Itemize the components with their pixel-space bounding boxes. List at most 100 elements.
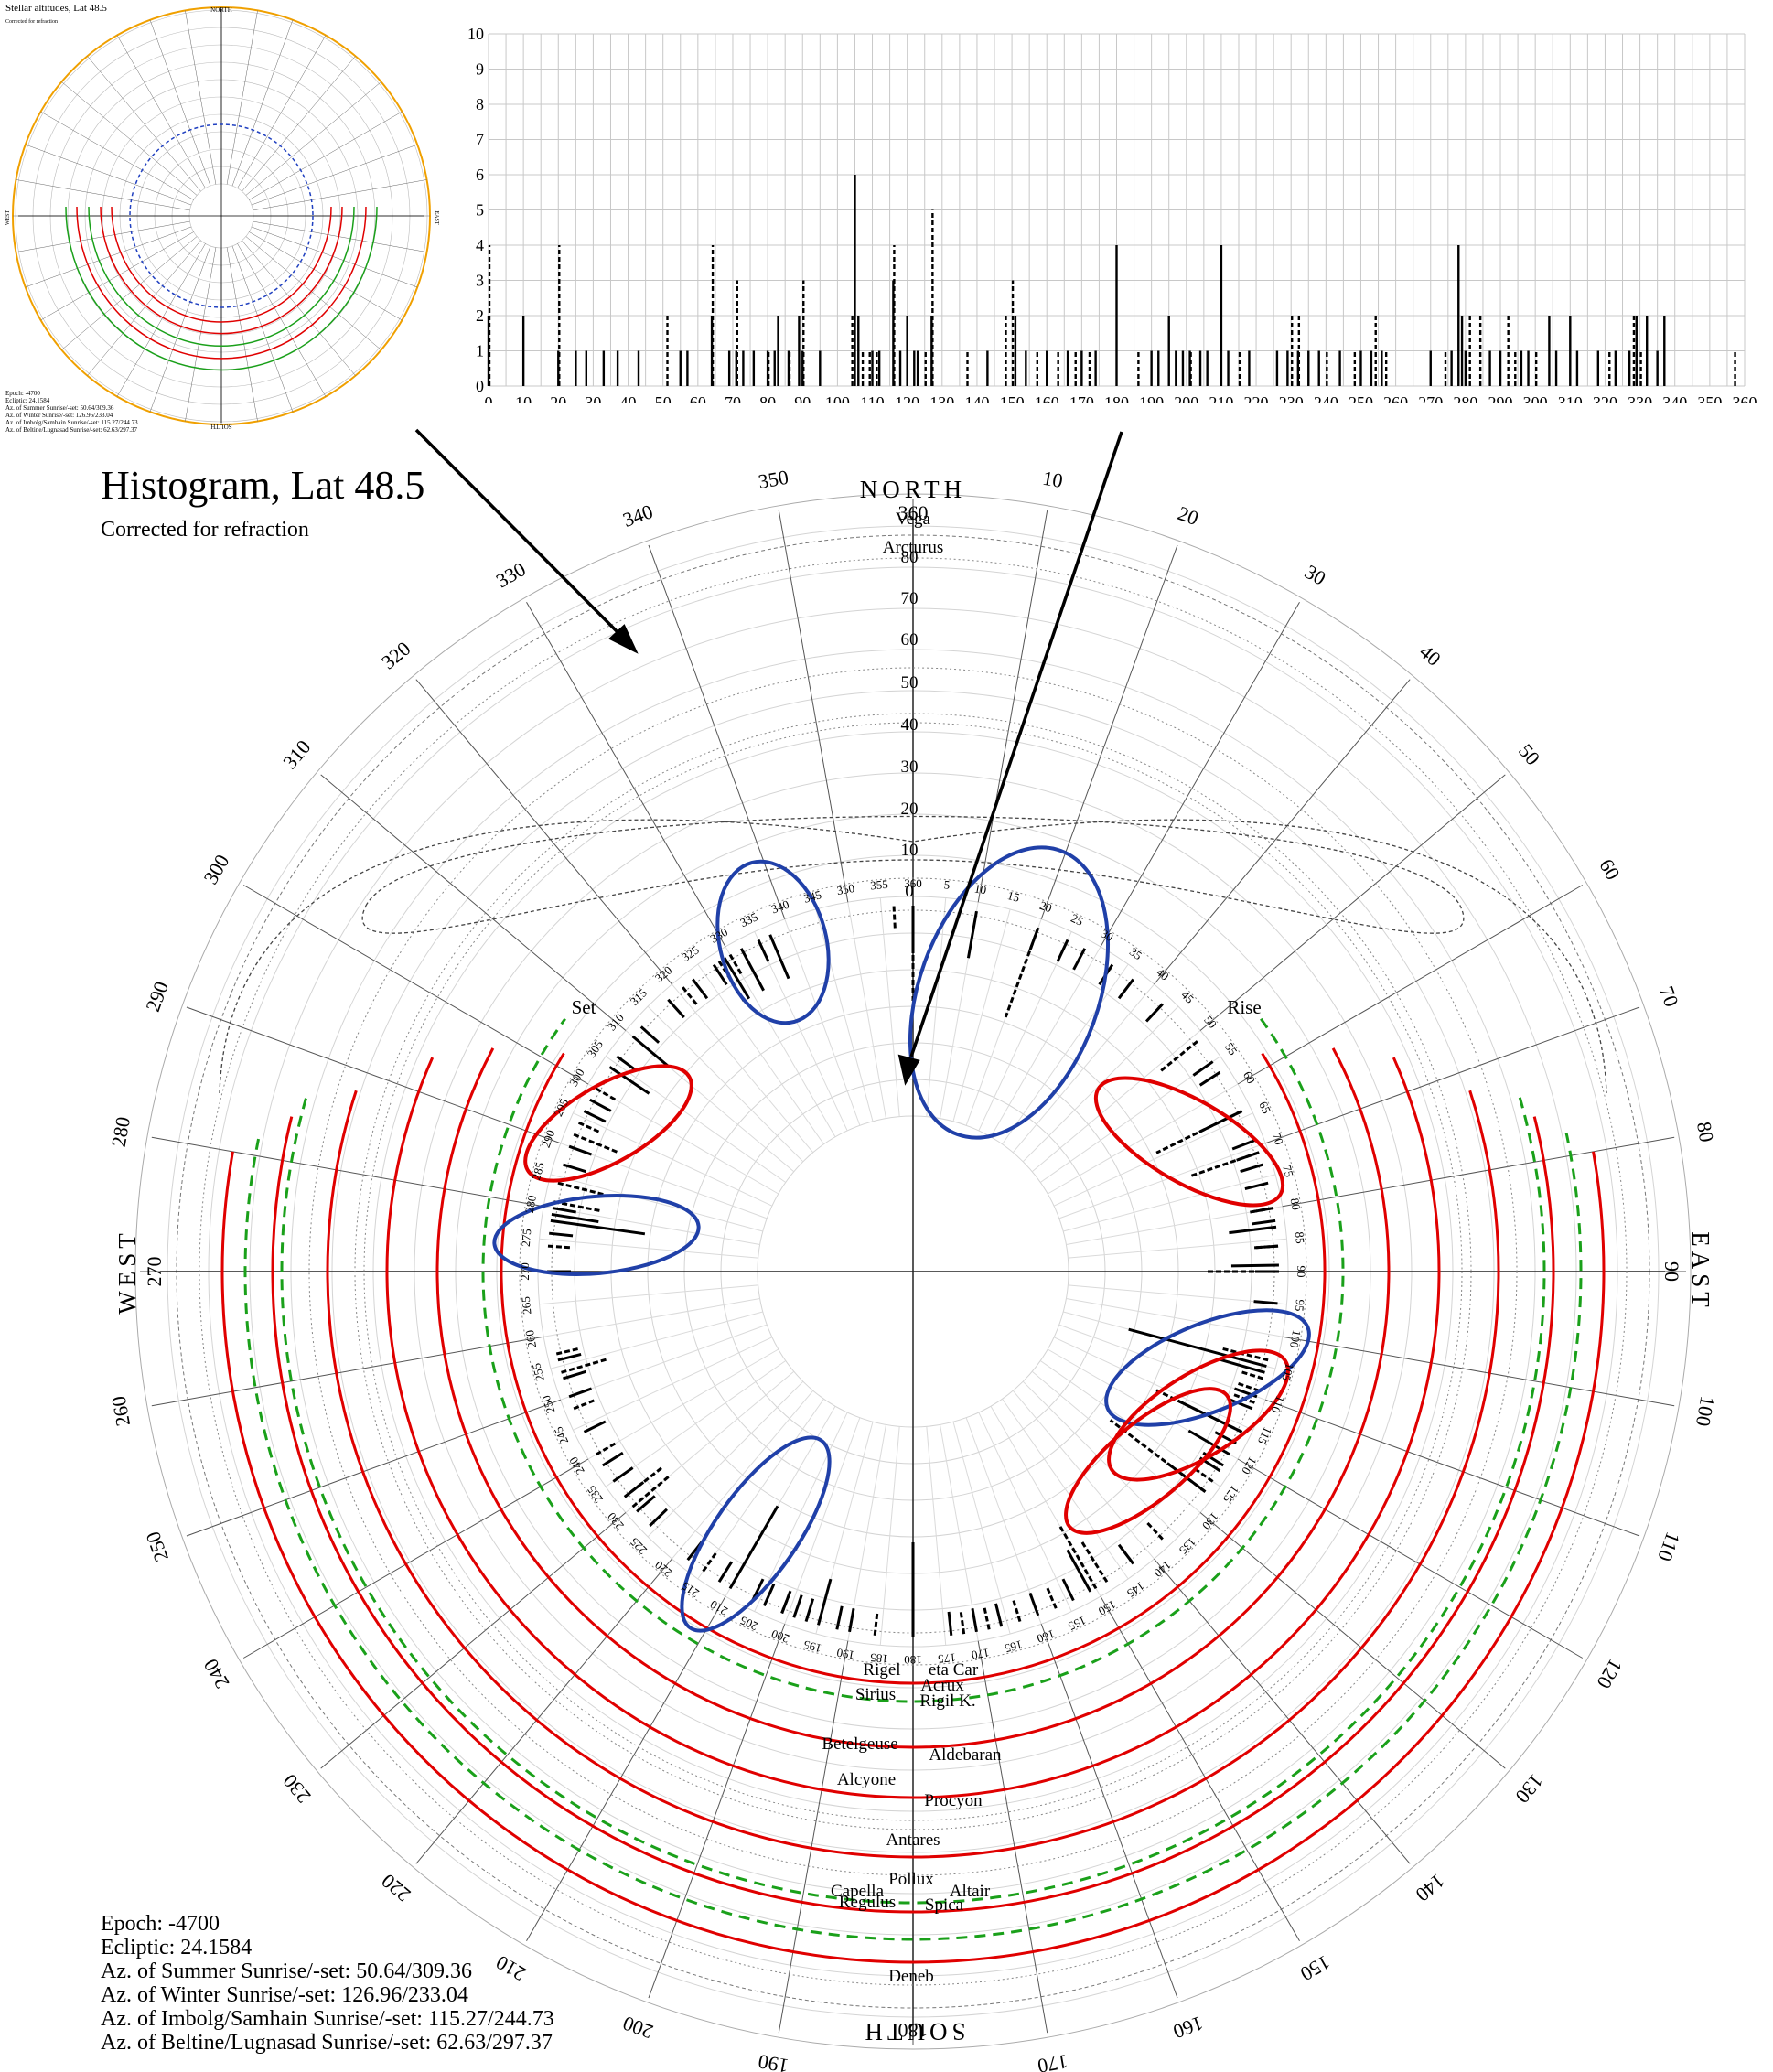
polar-bar bbox=[552, 1207, 576, 1214]
histogram-x-tick-label: 340 bbox=[1662, 393, 1687, 403]
polar-fine-radial bbox=[1068, 1238, 1287, 1259]
polar-fine-radial bbox=[1002, 1398, 1129, 1580]
polar-inner-azimuth-label: 180 bbox=[904, 1653, 922, 1667]
polar-bar bbox=[601, 1451, 624, 1467]
polar-azimuth-label: 110 bbox=[1653, 1529, 1685, 1564]
pointer-arrows bbox=[414, 428, 1123, 1086]
polar-inner-azimuth-label: 100 bbox=[1287, 1329, 1304, 1349]
polar-bar-dashed bbox=[555, 1347, 580, 1356]
polar-bar-dashed bbox=[1080, 1541, 1109, 1584]
polar-bar-dashed bbox=[1253, 1244, 1279, 1250]
altitude-label-50: 50 bbox=[901, 673, 919, 692]
polar-azimuth-label: 60 bbox=[1595, 854, 1625, 884]
altitude-label-30: 30 bbox=[901, 757, 919, 777]
polar-azimuth-line bbox=[1100, 601, 1300, 948]
polar-inner-azimuth-label: 5 bbox=[943, 877, 951, 892]
polar-fine-radial bbox=[543, 1298, 760, 1337]
polar-azimuth-label: 70 bbox=[1655, 983, 1683, 1010]
arrow-right-head bbox=[897, 1054, 920, 1086]
polar-bar bbox=[717, 1561, 734, 1584]
histogram-y-tick-label: 1 bbox=[476, 342, 484, 360]
polar-inner-azimuth-label: 30 bbox=[1099, 927, 1116, 944]
polar-azimuth-label: 50 bbox=[1514, 739, 1544, 769]
histogram-x-tick-label: 70 bbox=[725, 393, 741, 403]
histogram-x-tick-label: 320 bbox=[1593, 393, 1617, 403]
polar-bar-dashed bbox=[561, 1358, 607, 1374]
polar-bar bbox=[563, 1163, 586, 1174]
thumbnail-sun-arc bbox=[111, 206, 332, 323]
thumbnail-radial bbox=[249, 111, 403, 200]
histogram-x-tick-label: 350 bbox=[1697, 393, 1722, 403]
thumbnail-info-line: Ecliptic: 24.1584 bbox=[5, 397, 50, 404]
polar-bar bbox=[1187, 1429, 1231, 1456]
polar-inner-azimuth-label: 55 bbox=[1222, 1040, 1241, 1057]
thumbnail-south-label: SOUTH bbox=[210, 423, 231, 430]
page-title: Histogram, Lat 48.5 bbox=[101, 463, 425, 508]
thumbnail-radial bbox=[87, 240, 201, 376]
polar-bar bbox=[1192, 1060, 1214, 1077]
star-label-spica: Spica bbox=[925, 1895, 964, 1915]
polar-inner-azimuth-label: 140 bbox=[1152, 1558, 1175, 1580]
polar-inner-azimuth-label: 80 bbox=[1288, 1197, 1304, 1211]
polar-azimuth-label: 40 bbox=[1415, 640, 1445, 671]
page-subtitle: Corrected for refraction bbox=[101, 518, 309, 542]
histogram-x-tick-label: 130 bbox=[929, 393, 954, 403]
thumbnail-sun-arc bbox=[76, 206, 367, 360]
thumbnail-radial bbox=[116, 35, 206, 188]
histogram-x-tick-label: 100 bbox=[825, 393, 850, 403]
star-label-procyon: Procyon bbox=[924, 1791, 983, 1810]
info-ecliptic: Ecliptic: 24.1584 bbox=[101, 1936, 253, 1959]
thumbnail-sun-arc bbox=[65, 206, 378, 371]
info-summer-sunrise: Az. of Summer Sunrise/-set: 50.64/309.36 bbox=[101, 1959, 472, 1983]
histogram-y-tick-label: 0 bbox=[476, 377, 484, 395]
polar-fine-radial bbox=[647, 1380, 804, 1538]
histogram-x-tick-label: 40 bbox=[620, 393, 637, 403]
polar-fine-radial bbox=[543, 1206, 760, 1245]
altitude-label-80: 80 bbox=[901, 548, 919, 567]
arrow-left-head bbox=[607, 624, 639, 654]
polar-azimuth-line bbox=[186, 1399, 561, 1537]
polar-fine-radial bbox=[952, 908, 1011, 1122]
polar-inner-azimuth-label: 15 bbox=[1006, 888, 1021, 905]
polar-cluster-oval bbox=[680, 1435, 832, 1633]
thumbnail-radial bbox=[61, 236, 198, 350]
polar-fine-radial bbox=[978, 931, 1072, 1132]
histogram-x-tick-label: 140 bbox=[964, 393, 989, 403]
polar-inner-azimuth-label: 190 bbox=[835, 1646, 855, 1662]
thumbnail-radial bbox=[253, 179, 427, 211]
thumbnail-radial bbox=[251, 226, 418, 288]
polar-bar bbox=[551, 1212, 599, 1224]
polar-cluster-oval bbox=[492, 1194, 701, 1276]
polar-azimuth-line bbox=[648, 544, 786, 919]
polar-bar-dashed bbox=[873, 1611, 879, 1636]
polar-bar bbox=[966, 910, 978, 959]
info-beltine-sunrise: Az. of Beltine/Lugnasad Sunrise/-set: 62… bbox=[101, 2031, 553, 2055]
polar-bar bbox=[792, 1594, 803, 1618]
thumbnail-radial bbox=[253, 220, 427, 252]
polar-inner-azimuth-label: 230 bbox=[605, 1510, 627, 1533]
thumbnail-radial bbox=[237, 243, 327, 397]
polar-azimuth-label: 330 bbox=[492, 557, 530, 592]
polar-azimuth-label: 100 bbox=[1692, 1394, 1719, 1428]
histogram-x-tick-label: 360 bbox=[1733, 393, 1757, 403]
histogram-y-tick-label: 5 bbox=[476, 201, 484, 220]
polar-fine-radial bbox=[1053, 1337, 1253, 1431]
polar-azimuth-label: 290 bbox=[141, 978, 173, 1015]
polar-azimuth-line bbox=[1265, 1006, 1640, 1144]
polar-azimuth-line bbox=[1040, 544, 1178, 919]
polar-azimuth-line bbox=[1154, 679, 1411, 985]
polar-fine-radial bbox=[672, 1390, 814, 1560]
histogram-x-tick-label: 250 bbox=[1349, 393, 1373, 403]
thumbnail-info-line: Az. of Summer Sunrise/-set: 50.64/309.36 bbox=[5, 404, 114, 412]
polar-fine-radial bbox=[1039, 1056, 1221, 1183]
polar-bar-dashed bbox=[1144, 1520, 1164, 1541]
polar-fine-radial bbox=[1002, 963, 1129, 1145]
polar-bar bbox=[636, 1495, 656, 1513]
polar-bar bbox=[947, 1611, 953, 1636]
polar-fine-radial bbox=[990, 946, 1101, 1138]
polar-inner-azimuth-label: 110 bbox=[1269, 1394, 1288, 1415]
polar-bar bbox=[768, 934, 790, 980]
polar-cluster-ovals bbox=[492, 845, 1311, 1633]
polar-inner-azimuth-label: 200 bbox=[769, 1627, 790, 1647]
polar-bar bbox=[723, 957, 751, 1000]
